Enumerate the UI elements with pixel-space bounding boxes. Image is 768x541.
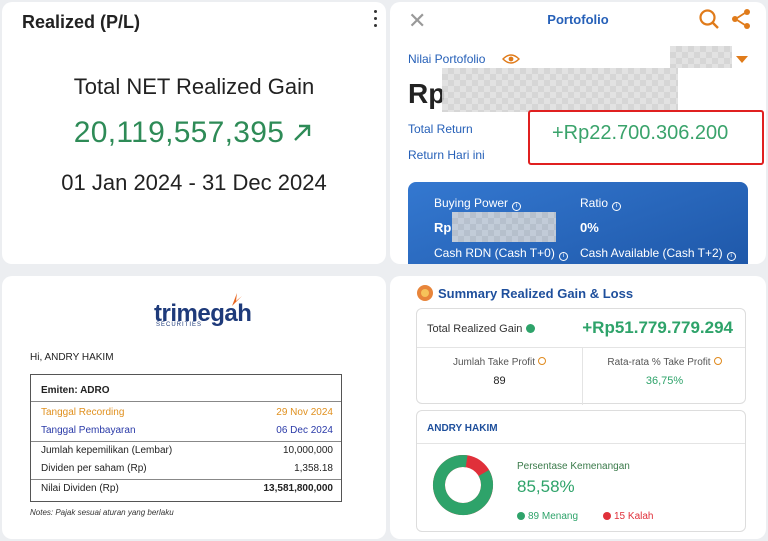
info-icon[interactable]: i [558, 252, 568, 261]
info-icon[interactable] [538, 357, 547, 365]
dividend-panel: trimegah SECURITIES Hi, ANDRY HAKIM Emit… [2, 276, 386, 539]
info-icon[interactable]: i [726, 252, 736, 261]
date-range: 01 Jan 2024 - 31 Dec 2024 [61, 170, 327, 195]
info-icon[interactable] [526, 324, 536, 333]
divider [417, 347, 745, 348]
buying-power-prefix: Rp [434, 220, 452, 235]
portfolio-panel: ✕ Portofolio Nilai Portofolio Rp Total R… [390, 2, 766, 264]
dividend-table: Emiten: ADRO Tanggal Recording 29 Nov 202… [30, 374, 342, 502]
more-options-icon[interactable] [372, 10, 378, 32]
total-return-value: +Rp22.700.306.200 [552, 122, 729, 144]
table-row: Dividen per saham (Rp) 1,358.18 [41, 463, 333, 474]
win-rate-value: 85,58% [517, 477, 575, 496]
divider [582, 347, 583, 405]
summary-panel: Summary Realized Gain & Loss Total Reali… [390, 276, 766, 539]
portfolio-title: Portofolio [547, 12, 609, 27]
realized-pl-panel: Realized (P/L) Total NET Realized Gain 2… [2, 2, 386, 264]
ratio-label: Ratio i [580, 196, 622, 211]
buying-power-label: Buying Power i [434, 196, 522, 211]
redacted-account [670, 46, 732, 68]
table-row: Jumlah kepemilikan (Lembar) 10,000,000 [41, 445, 333, 456]
dropdown-caret-icon[interactable] [736, 56, 748, 63]
wins-legend: 89 Menang [517, 511, 578, 522]
close-icon[interactable]: ✕ [408, 8, 427, 33]
highlight-box [528, 110, 764, 165]
total-return-label: Total Return [408, 122, 473, 136]
trimegah-logo: trimegah [154, 300, 252, 327]
table-row: Nilai Dividen (Rp) 13,581,800,000 [41, 483, 333, 494]
info-icon[interactable]: i [612, 202, 622, 211]
win-rate-label: Persentase Kemenangan [517, 461, 630, 472]
share-icon[interactable] [730, 8, 752, 30]
realized-pl-title: Realized (P/L) [22, 12, 141, 32]
account-name: ANDRY HAKIM [427, 423, 498, 434]
net-realized-gain-amount: 20,119,557,395 [73, 116, 285, 149]
portfolio-value-label: Nilai Portofolio [408, 52, 486, 66]
redacted-portfolio-value [442, 68, 678, 112]
buying-power-card: Buying Power i Rp Ratio i 0% Cash RDN (Cas… [408, 182, 748, 264]
cash-rdn-label: Cash RDN (Cash T+0) i [434, 246, 568, 261]
table-row: Tanggal Pembayaran 06 Dec 2024 [41, 425, 333, 436]
search-icon[interactable] [698, 8, 720, 30]
divider [31, 401, 341, 402]
arrow-up-right-icon [294, 124, 311, 141]
trimegah-logo-sub: SECURITIES [156, 322, 203, 328]
logo-flame-icon [232, 293, 242, 306]
redacted-buying-power [452, 212, 556, 242]
eye-icon[interactable] [502, 52, 520, 66]
take-profit-label: Jumlah Take Profit [417, 357, 582, 368]
divider [417, 443, 745, 444]
total-realized-gain-label: Total Realized Gain [427, 323, 536, 335]
return-today-label: Return Hari ini [408, 148, 485, 162]
avg-take-profit-value: 36,75% [645, 375, 684, 387]
emiten-label: Emiten: ADRO [41, 385, 110, 396]
realized-gain-card: Total Realized Gain +Rp51.779.779.294 Ju… [416, 308, 747, 405]
win-rate-donut [433, 455, 493, 515]
summary-title: Summary Realized Gain & Loss [438, 286, 634, 301]
greeting: Hi, ANDRY HAKIM [30, 352, 114, 363]
divider [31, 441, 341, 442]
table-row: Tanggal Recording 29 Nov 2024 [41, 407, 333, 418]
badge-icon [417, 285, 433, 301]
info-icon[interactable]: i [512, 202, 522, 211]
avg-take-profit-label: Rata-rata % Take Profit [582, 357, 747, 368]
cash-available-label: Cash Available (Cash T+2) i [580, 246, 736, 261]
donut-win-segment [433, 455, 493, 515]
info-icon[interactable] [713, 357, 722, 365]
net-realized-gain-label: Total NET Realized Gain [73, 74, 315, 99]
win-rate-card: ANDRY HAKIM Persentase Kemenangan 85,58%… [416, 410, 746, 532]
notes: Notes: Pajak sesuai aturan yang berlaku [30, 508, 174, 517]
total-realized-gain-value: +Rp51.779.779.294 [582, 318, 733, 337]
divider [31, 479, 341, 480]
net-realized-gain-value: 20,119,557,395 [2, 116, 386, 150]
portfolio-currency: Rp [408, 78, 446, 109]
take-profit-value: 89 [493, 375, 506, 387]
ratio-value: 0% [580, 220, 599, 235]
losses-legend: 15 Kalah [603, 511, 653, 522]
